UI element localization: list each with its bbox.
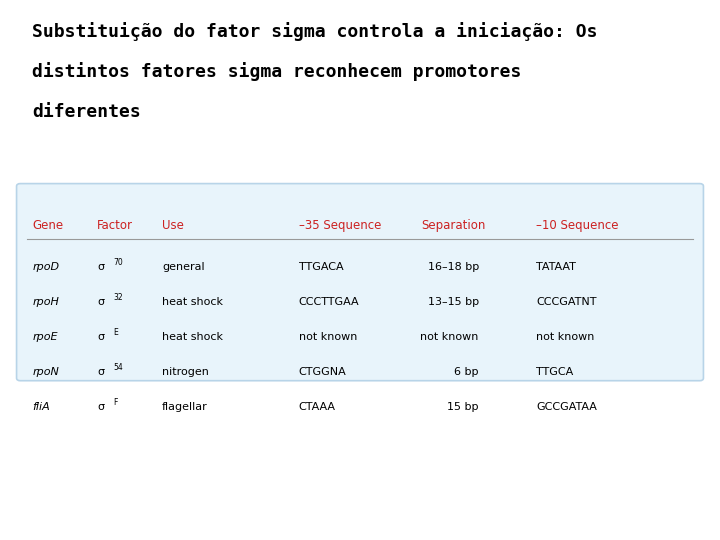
Text: distintos fatores sigma reconhecem promotores: distintos fatores sigma reconhecem promo… xyxy=(32,62,522,81)
Text: not known: not known xyxy=(420,332,479,342)
Text: nitrogen: nitrogen xyxy=(162,367,209,377)
FancyBboxPatch shape xyxy=(17,184,703,381)
Text: TTGCA: TTGCA xyxy=(536,367,574,377)
Text: σ: σ xyxy=(97,262,104,272)
Text: 15 bp: 15 bp xyxy=(447,402,479,413)
Text: E: E xyxy=(113,328,118,337)
Text: –10 Sequence: –10 Sequence xyxy=(536,219,619,232)
Text: F: F xyxy=(113,398,117,407)
Text: σ: σ xyxy=(97,367,104,377)
Text: not known: not known xyxy=(299,332,357,342)
Text: rpoN: rpoN xyxy=(32,367,59,377)
Text: GCCGATAA: GCCGATAA xyxy=(536,402,598,413)
Text: –35 Sequence: –35 Sequence xyxy=(299,219,381,232)
Text: Use: Use xyxy=(162,219,184,232)
Text: flagellar: flagellar xyxy=(162,402,208,413)
Text: 70: 70 xyxy=(113,258,123,267)
Text: rpoD: rpoD xyxy=(32,262,60,272)
Text: 16–18 bp: 16–18 bp xyxy=(428,262,479,272)
Text: general: general xyxy=(162,262,204,272)
Text: CTAAA: CTAAA xyxy=(299,402,336,413)
Text: 54: 54 xyxy=(113,363,123,372)
Text: 6 bp: 6 bp xyxy=(454,367,479,377)
Text: σ: σ xyxy=(97,402,104,413)
Text: Factor: Factor xyxy=(97,219,133,232)
Text: heat shock: heat shock xyxy=(162,332,223,342)
Text: σ: σ xyxy=(97,297,104,307)
Text: Separation: Separation xyxy=(421,219,485,232)
Text: 13–15 bp: 13–15 bp xyxy=(428,297,479,307)
Text: TATAAT: TATAAT xyxy=(536,262,576,272)
Text: CCCGATNT: CCCGATNT xyxy=(536,297,597,307)
Text: CTGGNA: CTGGNA xyxy=(299,367,346,377)
Text: CCCTTGAA: CCCTTGAA xyxy=(299,297,359,307)
Text: TTGACA: TTGACA xyxy=(299,262,343,272)
Text: diferentes: diferentes xyxy=(32,103,141,120)
Text: heat shock: heat shock xyxy=(162,297,223,307)
Text: Gene: Gene xyxy=(32,219,63,232)
Text: not known: not known xyxy=(536,332,595,342)
Text: rpoH: rpoH xyxy=(32,297,59,307)
Text: 32: 32 xyxy=(113,293,122,302)
Text: σ: σ xyxy=(97,332,104,342)
Text: Substituição do fator sigma controla a iniciação: Os: Substituição do fator sigma controla a i… xyxy=(32,22,598,40)
Text: rpoE: rpoE xyxy=(32,332,58,342)
Text: fliA: fliA xyxy=(32,402,50,413)
